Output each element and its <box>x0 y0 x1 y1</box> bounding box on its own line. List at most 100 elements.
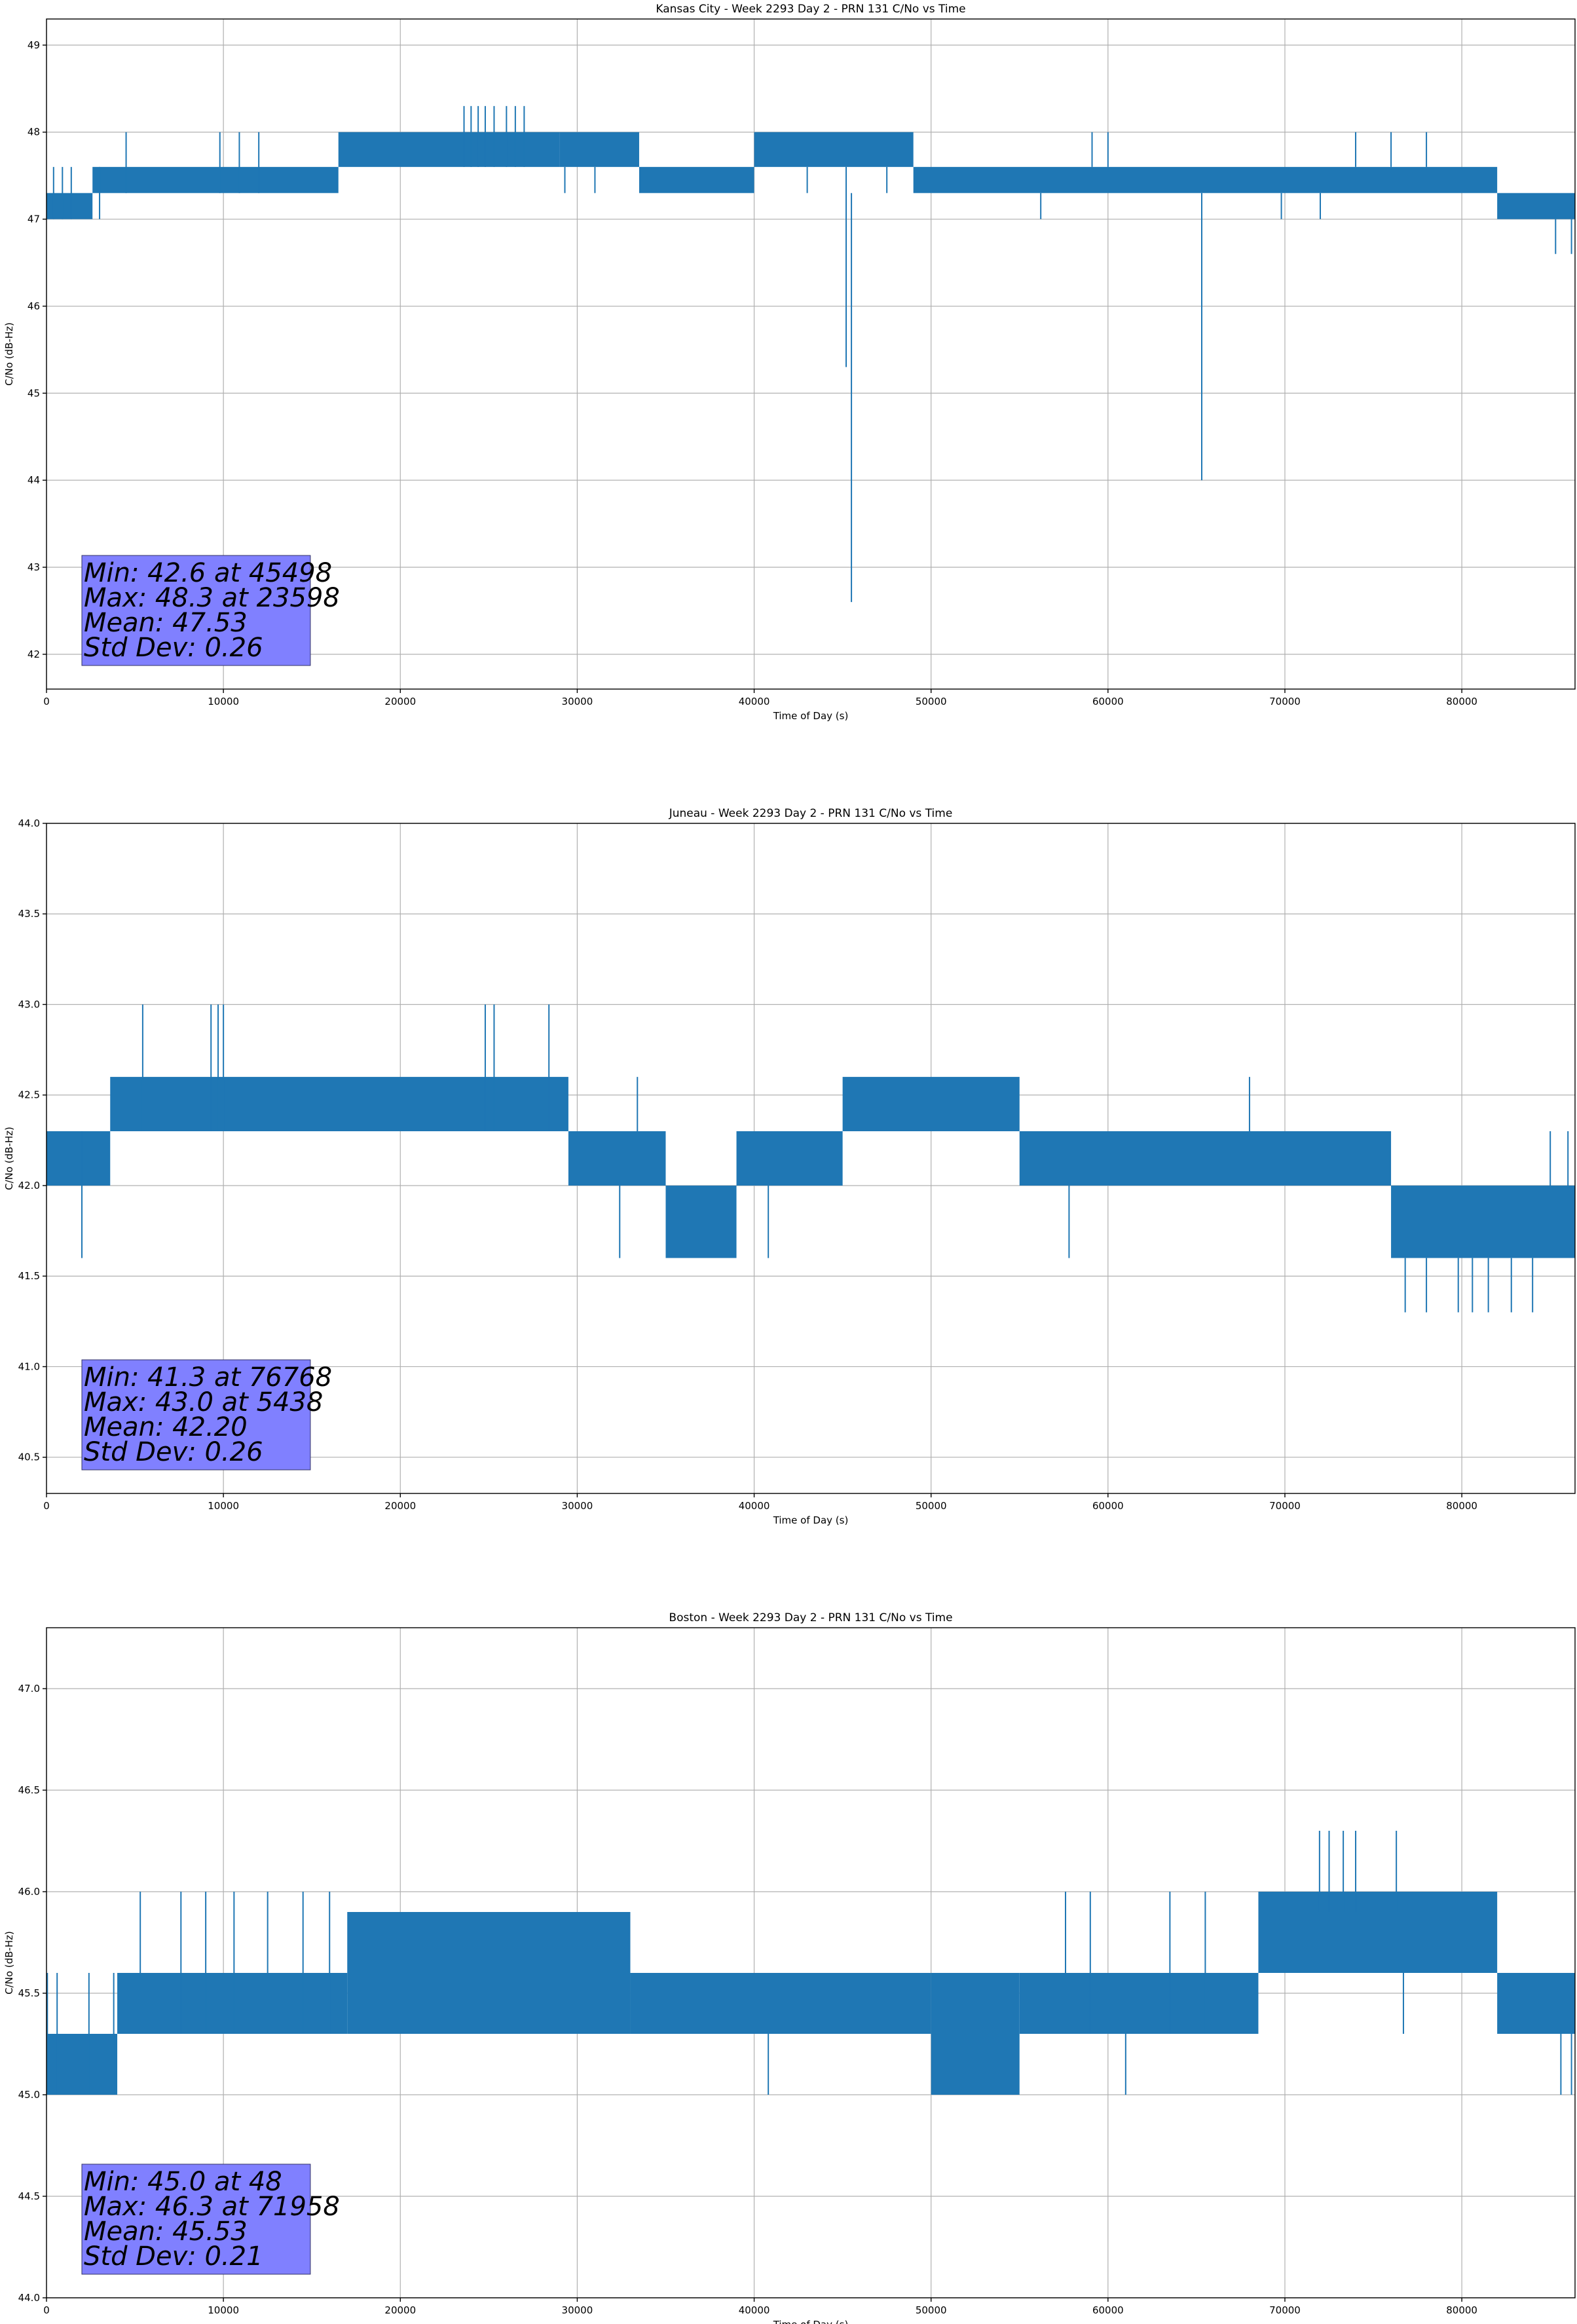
data-band <box>1391 1185 1575 1258</box>
x-tick-label: 30000 <box>562 696 593 707</box>
x-axis-label: Time of Day (s) <box>773 1514 849 1526</box>
x-tick-label: 70000 <box>1269 696 1301 707</box>
data-band <box>559 132 639 167</box>
stats-line: Max: 43.0 at 5438 <box>84 1387 323 1417</box>
data-band <box>931 1973 1020 2095</box>
stats-box <box>81 2164 311 2275</box>
x-tick-label: 30000 <box>562 1500 593 1512</box>
stats-box <box>81 1359 311 1471</box>
y-tick-label: 49 <box>28 39 40 51</box>
data-band <box>639 166 754 193</box>
y-tick-label: 45 <box>28 387 40 399</box>
chart-title: Juneau - Week 2293 Day 2 - PRN 131 C/No … <box>669 807 953 820</box>
y-tick-label: 47.0 <box>18 1683 40 1695</box>
stats-line: Std Dev: 0.26 <box>84 633 263 663</box>
y-tick-label: 45.0 <box>18 2089 40 2101</box>
axes-frame <box>46 1627 1576 2298</box>
y-tick-label: 43.5 <box>18 908 40 920</box>
subplot-3: 0 10000 20000 30000 40000 50000 60000 70000 8000… <box>3 1611 1576 2324</box>
x-tick-label: 40000 <box>739 2304 770 2316</box>
data-band <box>630 1973 931 2034</box>
x-tick-label: 20000 <box>384 2304 416 2316</box>
x-tick-label: 10000 <box>208 696 239 707</box>
data-series <box>46 1004 1575 1313</box>
y-tick-label: 42 <box>28 648 40 660</box>
x-tick-label: 20000 <box>384 1500 416 1512</box>
data-band <box>117 1973 348 2034</box>
x-tick-label: 70000 <box>1269 2304 1301 2316</box>
y-tick-label: 47 <box>28 214 40 225</box>
chart-title: Kansas City - Week 2293 Day 2 - PRN 131 … <box>656 3 965 16</box>
stats-line: Min: 45.0 at 48 <box>84 2167 282 2197</box>
data-band <box>338 132 560 167</box>
data-band <box>347 1912 631 2034</box>
y-tick-label: 43 <box>28 561 40 573</box>
data-band <box>913 166 1498 193</box>
data-band <box>46 2034 118 2095</box>
x-tick-label: 20000 <box>384 696 416 707</box>
data-band <box>1497 1973 1575 2034</box>
x-tick-label: 50000 <box>916 696 947 707</box>
stats-line: Std Dev: 0.21 <box>84 2241 263 2272</box>
x-tick-label: 60000 <box>1092 1500 1124 1512</box>
x-tick-label: 10000 <box>208 2304 239 2316</box>
x-tick-label: 30000 <box>562 2304 593 2316</box>
x-tick-label: 60000 <box>1092 2304 1124 2316</box>
x-tick-label: 80000 <box>1446 696 1477 707</box>
subplot-2: 0 10000 20000 30000 40000 50000 60000 70000 8000… <box>3 807 1576 1526</box>
stats-line: Max: 46.3 at 71958 <box>84 2192 340 2222</box>
y-axis-label: C/No (dB-Hz) <box>3 1931 15 1995</box>
data-band <box>568 1131 666 1186</box>
y-tick-label: 42.0 <box>18 1180 40 1191</box>
subplot-1: 0 10000 20000 30000 40000 50000 60000 70000 8000… <box>3 3 1576 722</box>
axes-frame <box>46 18 1576 690</box>
stats-line: Mean: 45.53 <box>84 2217 248 2247</box>
x-tick-label: 0 <box>43 2304 50 2316</box>
y-tick-label: 46.5 <box>18 1784 40 1796</box>
data-band <box>1497 193 1575 219</box>
data-band <box>46 1131 111 1186</box>
data-band <box>110 1077 568 1132</box>
y-tick-label: 41.5 <box>18 1270 40 1282</box>
x-tick-label: 50000 <box>916 1500 947 1512</box>
x-tick-label: 80000 <box>1446 2304 1477 2316</box>
y-tick-label: 46 <box>28 300 40 312</box>
y-tick-label: 41.0 <box>18 1360 40 1372</box>
x-tick-label: 40000 <box>739 696 770 707</box>
y-tick-label: 44.0 <box>18 2292 40 2304</box>
data-band <box>1019 1131 1392 1186</box>
data-series <box>46 105 1575 603</box>
data-band <box>842 1077 1020 1132</box>
chart-title: Boston - Week 2293 Day 2 - PRN 131 C/No … <box>669 1611 952 1624</box>
y-tick-label: 45.5 <box>18 1987 40 1999</box>
y-tick-label: 44.5 <box>18 2190 40 2202</box>
y-tick-label: 43.0 <box>18 998 40 1010</box>
data-band <box>1258 1892 1498 1973</box>
stats-line: Min: 42.6 at 45498 <box>84 558 332 588</box>
stats-line: Max: 48.3 at 23598 <box>84 583 340 613</box>
data-band <box>1019 1973 1259 2034</box>
data-band <box>754 132 914 167</box>
data-band <box>736 1131 843 1186</box>
x-tick-label: 40000 <box>739 1500 770 1512</box>
axes-frame <box>46 823 1576 1494</box>
y-tick-label: 40.5 <box>18 1452 40 1463</box>
y-axis-label: C/No (dB-Hz) <box>3 1127 15 1190</box>
stats-line: Min: 41.3 at 76768 <box>84 1362 332 1393</box>
data-band <box>92 166 339 193</box>
x-tick-label: 10000 <box>208 1500 239 1512</box>
y-tick-label: 42.5 <box>18 1089 40 1101</box>
y-tick-label: 46.0 <box>18 1886 40 1898</box>
x-axis-label: Time of Day (s) <box>773 710 849 722</box>
x-axis-label: Time of Day (s) <box>773 2319 849 2324</box>
x-tick-label: 0 <box>43 696 50 707</box>
x-tick-label: 0 <box>43 1500 50 1512</box>
x-tick-label: 50000 <box>916 2304 947 2316</box>
data-band <box>665 1185 737 1258</box>
x-tick-label: 60000 <box>1092 696 1124 707</box>
x-tick-label: 80000 <box>1446 1500 1477 1512</box>
subplots: 0 10000 20000 30000 40000 50000 60000 70000 8000… <box>3 3 1576 2324</box>
